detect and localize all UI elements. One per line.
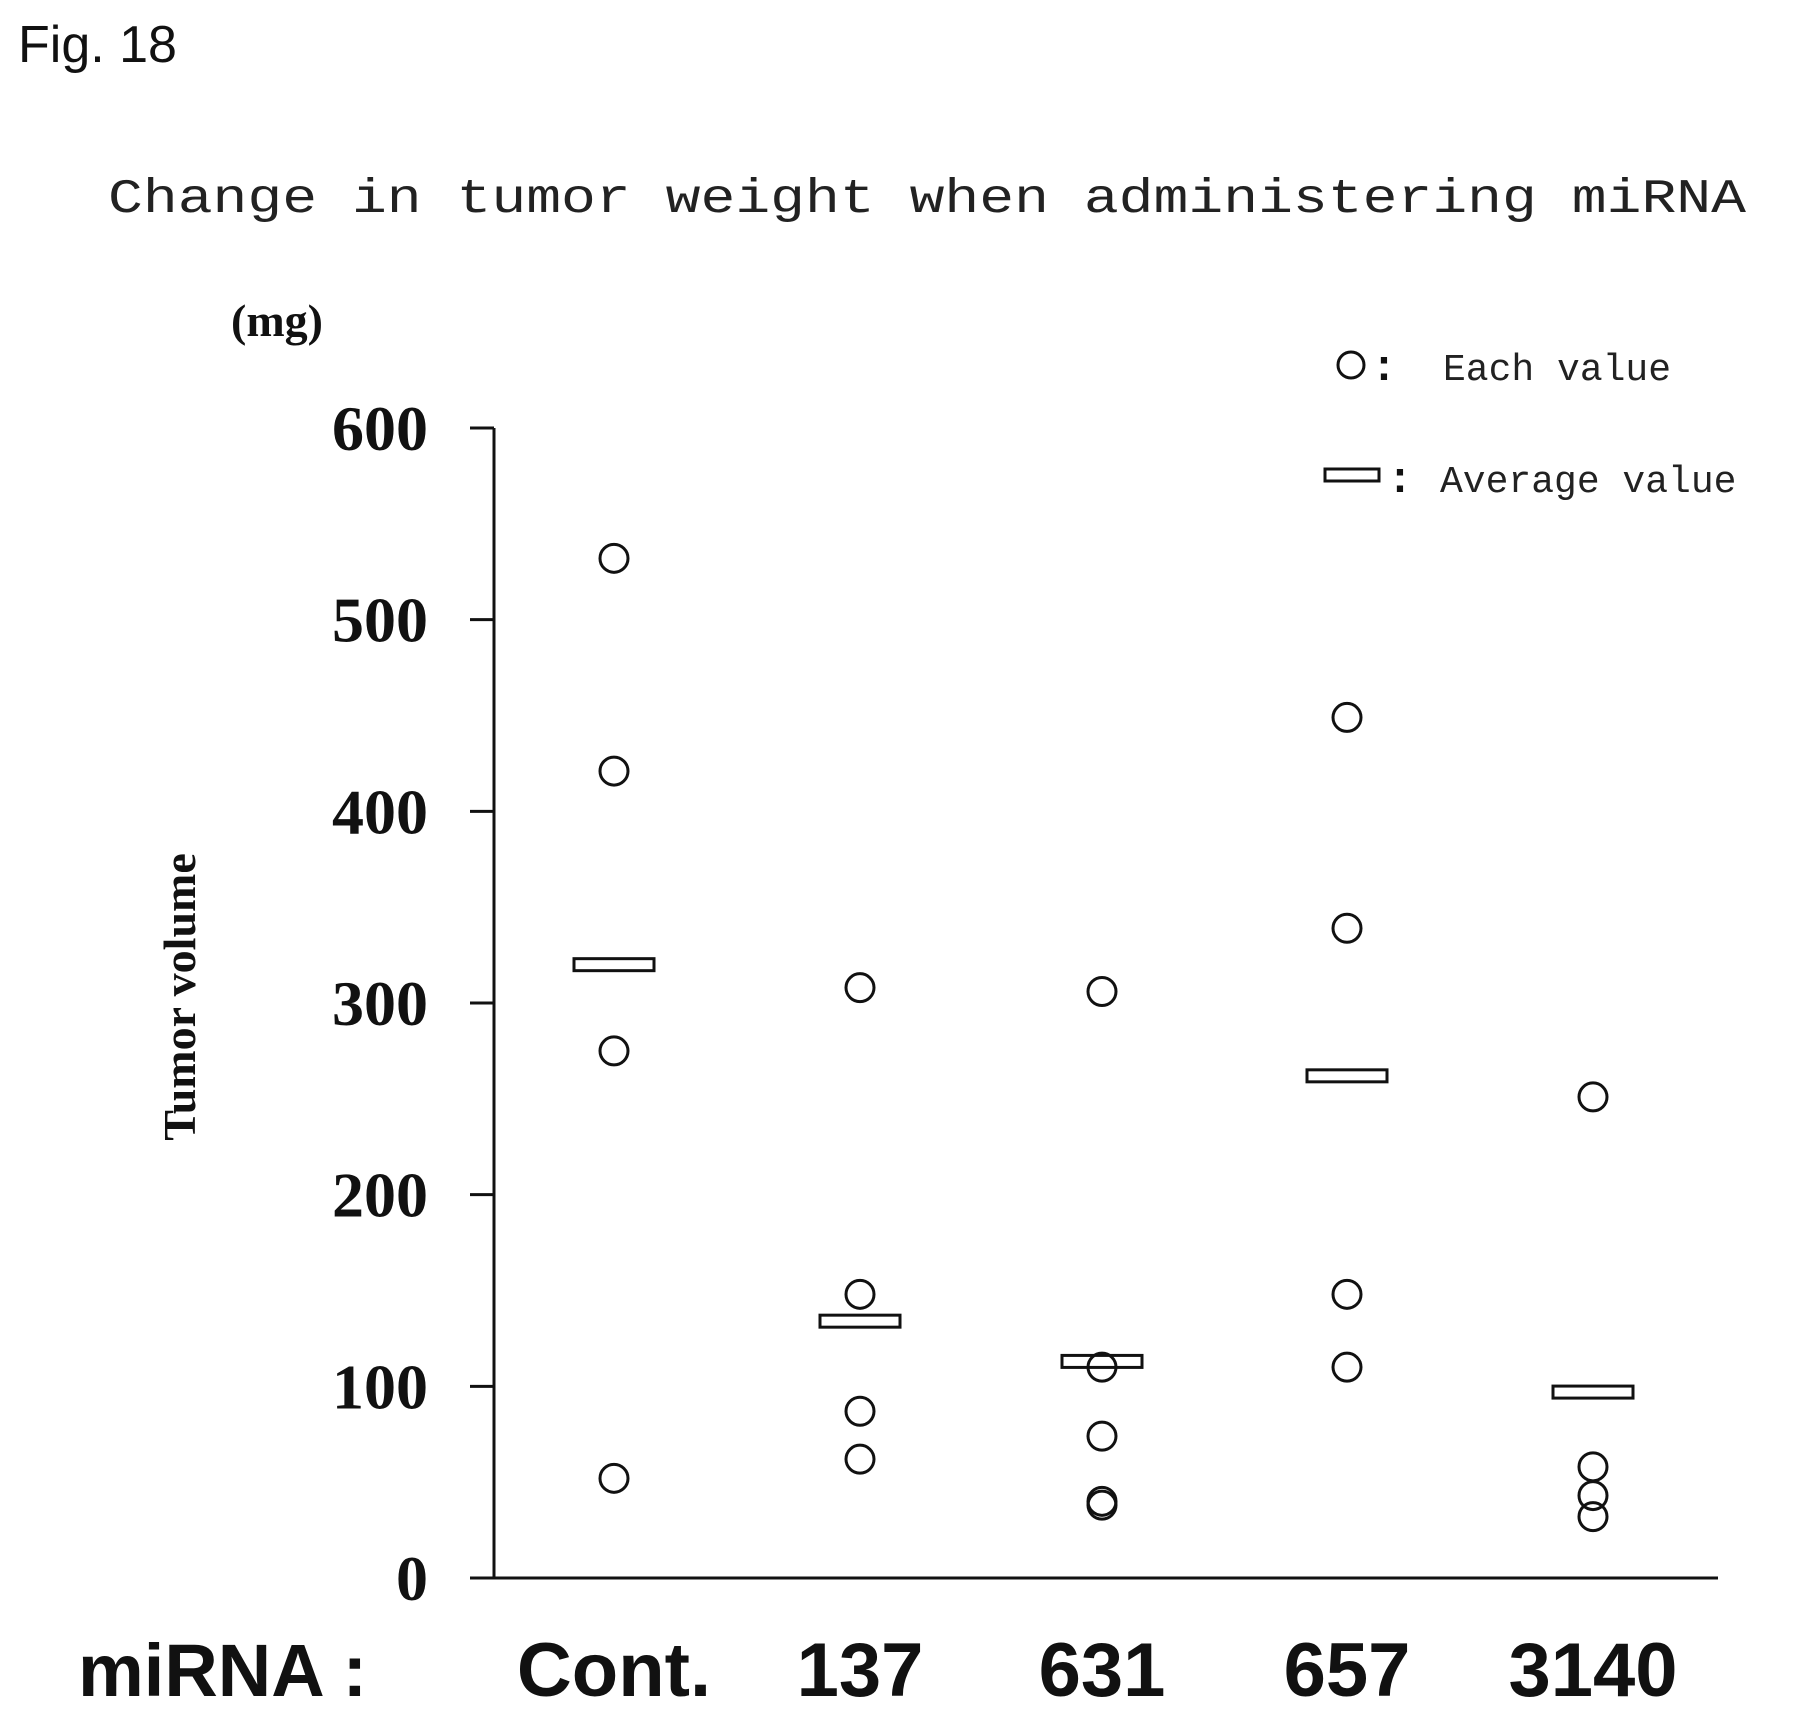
y-tick-label: 600 [332,393,428,464]
x-tick-label: 657 [1284,1628,1411,1711]
data-point [1331,1278,1363,1310]
legend-each-separator: : [1371,344,1397,394]
data-point [1331,912,1363,944]
data-point [844,1443,876,1475]
x-tick-label: 3140 [1508,1628,1677,1711]
data-point [844,972,876,1004]
legend-average-separator: : [1387,456,1413,506]
x-tick-label: 137 [797,1628,924,1711]
average-marker [1551,1384,1635,1400]
data-point [598,755,630,787]
y-axis-ticks: 0 100 200 300 400 500 600 [332,393,494,1614]
data-point [598,1462,630,1494]
data-point [598,1035,630,1067]
y-axis-unit: (mg) [231,295,323,346]
x-axis-labels: Cont. 137 631 657 3140 [517,1628,1678,1711]
data-point [844,1395,876,1427]
data-point [1331,1351,1363,1383]
average-marker [1060,1353,1144,1369]
legend-each-marker [1336,350,1366,380]
x-tick-label: 631 [1039,1628,1166,1711]
data-point [844,1278,876,1310]
data-point [1086,976,1118,1007]
y-tick-label: 100 [332,1351,428,1422]
data-point [1331,701,1363,733]
figure-label: Fig. 18 [18,16,177,74]
data-point [598,542,630,574]
x-axis-label: miRNA : [78,1629,367,1711]
data-point [1086,1489,1118,1521]
average-marker [818,1313,902,1329]
data-point [1086,1351,1118,1383]
y-tick-label: 400 [332,776,428,847]
legend-average-marker [1323,467,1381,483]
legend-average-label: Average value [1440,461,1736,504]
data-point [1086,1420,1118,1452]
x-tick-label: Cont. [517,1628,711,1711]
data-point [1577,1081,1609,1113]
data-point [1577,1480,1609,1512]
legend: : Each value : Average value [1323,344,1736,506]
data-points [598,542,1609,1533]
data-point [1577,1451,1609,1483]
y-tick-label: 500 [332,585,428,656]
average-marker [1305,1068,1389,1084]
y-axis-label: Tumor volume [154,853,205,1141]
average-markers [572,957,1635,1400]
y-tick-label: 300 [332,968,428,1039]
legend-each-label: Each value [1443,349,1671,392]
y-tick-label: 200 [332,1160,428,1231]
chart-title: Change in tumor weight when administerin… [108,173,1746,227]
y-tick-label: 0 [396,1543,428,1614]
average-marker [572,957,656,973]
data-point [1577,1501,1609,1533]
